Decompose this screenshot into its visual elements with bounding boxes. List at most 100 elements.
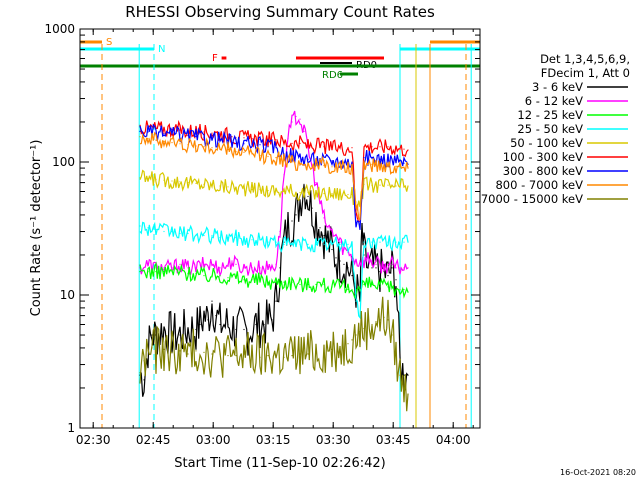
- data-point-25-50-kev: [235, 237, 237, 239]
- data-point-100-300-kev: [251, 138, 253, 140]
- data-point-3-6-kev: [295, 214, 297, 216]
- data-point-50-100-kev: [251, 189, 253, 191]
- data-point-800-7000-kev: [395, 165, 397, 167]
- data-point-800-7000-kev: [331, 166, 333, 168]
- data-point-3-6-kev: [339, 260, 341, 262]
- data-point-3-6-kev: [403, 374, 405, 376]
- data-point-25-50-kev: [403, 241, 405, 243]
- saa-flag-label: S: [106, 37, 112, 48]
- data-point-25-50-kev: [407, 241, 409, 243]
- data-point-50-100-kev: [163, 179, 165, 181]
- data-point-6-12-kev: [211, 263, 213, 265]
- timestamp: 16-Oct-2021 08:20: [560, 468, 636, 477]
- data-point-50-100-kev: [347, 193, 349, 196]
- legend-label-12-25-kev: 12 - 25 keV: [517, 108, 583, 122]
- data-point-100-300-kev: [299, 142, 301, 144]
- legend-label-6-12-kev: 6 - 12 keV: [525, 94, 583, 108]
- data-point-50-100-kev: [139, 177, 141, 179]
- data-point-300-800-kev: [179, 134, 181, 136]
- data-point-6-12-kev: [315, 182, 317, 184]
- data-point-25-50-kev: [371, 241, 373, 243]
- data-point-100-300-kev: [371, 146, 373, 148]
- data-point-6-12-kev: [355, 260, 357, 262]
- data-point-25-50-kev: [339, 243, 341, 245]
- data-point-800-7000-kev: [243, 151, 245, 153]
- data-point-3-6-kev: [155, 334, 157, 336]
- data-point-7000-15000-kev: [155, 350, 157, 352]
- data-point-7000-15000-kev: [267, 355, 269, 357]
- data-point-800-7000-kev: [363, 162, 365, 164]
- data-point-800-7000-kev: [403, 166, 405, 168]
- data-point-100-300-kev: [227, 134, 229, 136]
- data-point-50-100-kev: [299, 191, 301, 194]
- data-point-25-50-kev: [267, 241, 269, 243]
- data-point-50-100-kev: [315, 191, 317, 194]
- data-point-7000-15000-kev: [143, 360, 145, 362]
- data-point-6-12-kev: [375, 263, 377, 265]
- data-point-50-100-kev: [171, 180, 173, 182]
- data-point-7000-15000-kev: [371, 323, 373, 326]
- axes-layer: 02:30 02:45 03:00 03:15 03:30 03:45 04:00 1 10 10…: [44, 22, 480, 447]
- data-point-100-300-kev: [243, 137, 245, 139]
- data-point-12-25-kev: [235, 277, 237, 279]
- data-point-800-7000-kev: [323, 165, 325, 167]
- data-point-50-100-kev: [395, 185, 397, 187]
- data-point-25-50-kev: [155, 229, 157, 231]
- data-point-12-25-kev: [187, 272, 189, 275]
- data-point-50-100-kev: [379, 184, 381, 186]
- data-point-800-7000-kev: [355, 211, 357, 213]
- series-line-3-6-kev: [139, 184, 409, 397]
- data-point-3-6-kev: [327, 241, 329, 243]
- data-point-7000-15000-kev: [359, 331, 361, 333]
- data-point-6-12-kev: [383, 267, 385, 269]
- data-point-6-12-kev: [339, 241, 341, 243]
- data-point-12-25-kev: [351, 288, 353, 291]
- data-point-6-12-kev: [147, 263, 149, 265]
- data-point-12-25-kev: [407, 291, 409, 293]
- data-point-7000-15000-kev: [243, 353, 245, 355]
- data-point-800-7000-kev: [291, 161, 293, 163]
- data-point-50-100-kev: [267, 190, 269, 192]
- data-point-7000-15000-kev: [195, 350, 197, 352]
- data-point-6-12-kev: [395, 267, 397, 269]
- data-point-25-50-kev: [147, 227, 149, 229]
- data-point-12-25-kev: [283, 281, 285, 283]
- series-layer: [139, 110, 409, 412]
- data-point-300-800-kev: [351, 161, 353, 163]
- data-point-6-12-kev: [367, 257, 369, 259]
- data-point-300-800-kev: [147, 131, 149, 133]
- data-point-800-7000-kev: [227, 149, 229, 151]
- data-point-100-300-kev: [315, 145, 317, 147]
- data-point-3-6-kev: [263, 323, 265, 326]
- x-tick-label: 03:30: [316, 433, 351, 447]
- data-point-7000-15000-kev: [299, 353, 301, 355]
- data-point-6-12-kev: [403, 267, 405, 269]
- data-point-300-800-kev: [251, 143, 253, 145]
- data-point-3-6-kev: [199, 323, 201, 326]
- data-point-25-50-kev: [195, 234, 197, 237]
- data-point-3-6-kev: [307, 195, 309, 198]
- data-point-800-7000-kev: [171, 142, 173, 144]
- data-point-800-7000-kev: [299, 162, 301, 164]
- data-point-7000-15000-kev: [251, 355, 253, 357]
- data-point-3-6-kev: [387, 275, 389, 277]
- data-point-7000-15000-kev: [187, 353, 189, 355]
- data-point-100-300-kev: [403, 148, 405, 150]
- data-point-7000-15000-kev: [351, 339, 353, 341]
- data-point-300-800-kev: [227, 139, 229, 142]
- data-point-3-6-kev: [255, 323, 257, 326]
- data-point-3-6-kev: [207, 319, 209, 321]
- data-point-25-50-kev: [307, 243, 309, 245]
- data-point-300-800-kev: [359, 225, 361, 227]
- data-point-25-50-kev: [259, 239, 261, 241]
- data-point-300-800-kev: [231, 142, 233, 144]
- data-point-25-50-kev: [347, 243, 349, 245]
- data-point-3-6-kev: [179, 334, 181, 336]
- data-point-25-50-kev: [359, 315, 361, 317]
- x-tick-label: 03:00: [196, 433, 231, 447]
- data-point-12-25-kev: [307, 283, 309, 286]
- data-point-25-50-kev: [323, 243, 325, 245]
- data-point-7000-15000-kev: [307, 353, 309, 355]
- data-point-6-12-kev: [399, 267, 401, 269]
- data-point-12-25-kev: [347, 288, 349, 291]
